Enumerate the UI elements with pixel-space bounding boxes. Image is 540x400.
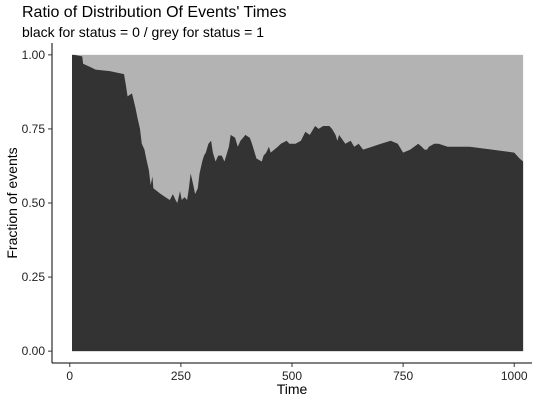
y-tick-label: 0.75 [22, 122, 46, 136]
plot-area [72, 54, 524, 352]
area-status-0 [72, 54, 524, 352]
chart-subtitle: black for status = 0 / grey for status =… [22, 24, 265, 40]
chart-title: Ratio of Distribution Of Events' Times [22, 4, 287, 21]
y-tick-label: 0.00 [22, 344, 46, 358]
x-axis-title: Time [277, 381, 308, 397]
x-tick-label: 250 [171, 369, 191, 383]
y-tick-label: 0.25 [22, 270, 46, 284]
y-axis-title: Fraction of events [4, 147, 20, 258]
y-ticks: 0.00 0.25 0.50 0.75 1.00 [22, 48, 52, 358]
y-tick-label: 0.50 [22, 196, 46, 210]
x-tick-label: 500 [282, 369, 302, 383]
x-ticks: 0 250 500 750 1000 [66, 363, 528, 383]
x-tick-label: 750 [393, 369, 413, 383]
x-tick-label: 0 [66, 369, 73, 383]
x-tick-label: 1000 [501, 369, 528, 383]
y-tick-label: 1.00 [22, 48, 46, 62]
